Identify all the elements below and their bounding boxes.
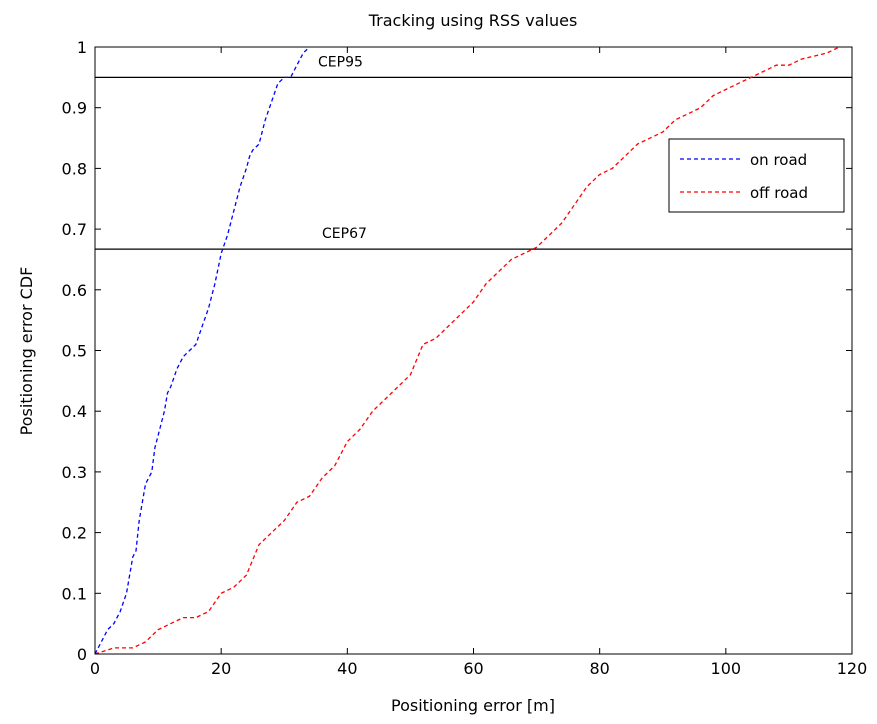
reference-lines: CEP95 CEP67 (95, 54, 852, 250)
y-tick-label: 0.6 (62, 281, 87, 300)
reference-label-cep95: CEP95 (318, 54, 363, 70)
series-line-on-road (94, 46, 310, 655)
y-tick-label: 0.7 (62, 220, 87, 239)
data-series (94, 46, 840, 655)
legend-box (668, 138, 845, 213)
y-tick-label: 0.2 (62, 524, 87, 543)
legend-label: on road (750, 151, 807, 169)
x-tick-label: 0 (90, 659, 100, 678)
x-tick-label: 60 (463, 659, 483, 678)
series-line-off-road (94, 46, 840, 655)
x-tick-label: 80 (589, 659, 609, 678)
x-axis-ticks: 0 20 40 60 80 100 120 (90, 47, 867, 678)
plot-area (94, 46, 853, 655)
x-tick-label: 40 (337, 659, 357, 678)
chart-title: Tracking using RSS values (368, 11, 578, 30)
legend: on road off road (668, 138, 845, 213)
x-axis-label: Positioning error [m] (391, 696, 555, 715)
x-tick-label: 120 (837, 659, 868, 678)
y-tick-label: 0.1 (62, 584, 87, 603)
y-tick-label: 0.4 (62, 402, 87, 421)
x-tick-label: 100 (711, 659, 742, 678)
legend-label: off road (750, 184, 808, 202)
y-tick-label: 0 (77, 645, 87, 664)
reference-label-cep67: CEP67 (322, 226, 367, 242)
y-tick-label: 1 (77, 38, 87, 57)
x-tick-label: 20 (211, 659, 231, 678)
y-axis-ticks: 0 0.1 0.2 0.3 0.4 0.5 0.6 0.7 0.8 0.9 1 (62, 38, 852, 664)
y-tick-label: 0.9 (62, 99, 87, 118)
y-tick-label: 0.5 (62, 342, 87, 361)
y-tick-label: 0.3 (62, 463, 87, 482)
y-tick-label: 0.8 (62, 159, 87, 178)
y-axis-label: Positioning error CDF (17, 267, 36, 436)
